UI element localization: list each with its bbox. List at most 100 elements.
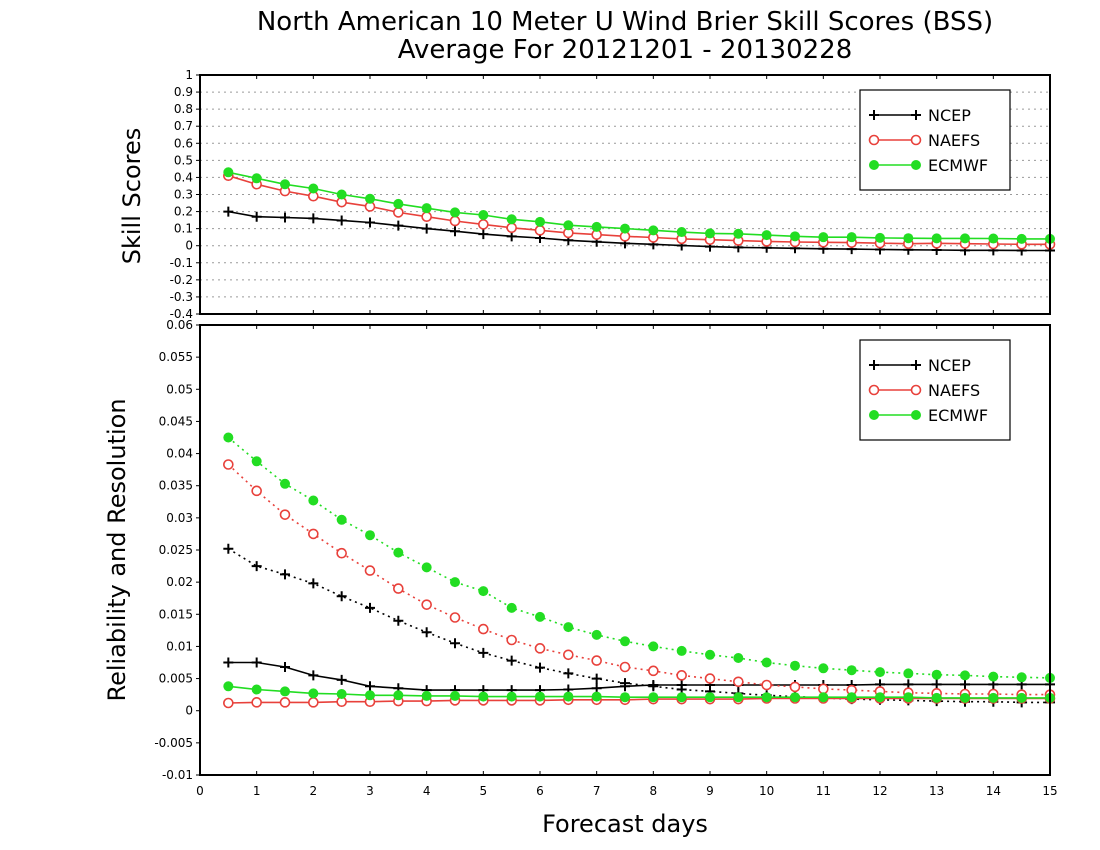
x-tick-label: 10 <box>759 784 774 798</box>
x-tick-label: 4 <box>423 784 431 798</box>
data-point-ecmwf <box>648 641 659 652</box>
data-point-ecmwf <box>846 232 857 243</box>
series-line-ecmwf-dotted <box>227 436 1051 679</box>
chart-title: North American 10 Meter U Wind Brier Ski… <box>257 7 993 37</box>
skill-scores-panel: -0.4 -0.3 -0.2 -0.1 0 0.1 0.2 0.3 0.4 0.5 0.6 0.7 0.… <box>170 68 1056 321</box>
legend-label-ncep: NCEP <box>928 356 971 375</box>
data-point-ecmwf <box>761 230 772 241</box>
data-point-ecmwf <box>535 611 545 622</box>
data-point-ncep <box>563 668 574 679</box>
y-tick-label: 0.025 <box>159 543 193 557</box>
legend-marker-naefs <box>868 384 880 396</box>
data-point-ncep <box>251 211 262 222</box>
legend-marker-ecmwf <box>869 160 879 170</box>
data-point-ncep <box>393 615 404 626</box>
data-point-ecmwf <box>478 586 489 597</box>
data-point-naefs <box>506 222 517 234</box>
data-point-ecmwf <box>875 692 885 703</box>
data-point-ecmwf <box>931 669 942 680</box>
data-point-ecmwf <box>563 622 574 633</box>
data-point-ecmwf <box>223 681 234 692</box>
data-point-ecmwf <box>535 691 545 702</box>
data-point-ncep <box>336 591 347 602</box>
legend-label-ncep: NCEP <box>928 106 971 125</box>
data-point-ecmwf <box>450 690 460 701</box>
y-tick-label: 0.3 <box>174 188 193 202</box>
data-point-ecmwf <box>1016 672 1027 683</box>
y-tick-label: 0 <box>185 239 193 253</box>
data-point-naefs <box>251 485 262 497</box>
data-point-naefs <box>478 219 489 230</box>
data-point-ncep <box>365 602 375 613</box>
data-point-naefs <box>789 681 801 693</box>
x-tick-label: 9 <box>706 784 714 798</box>
y-tick-label: 0.7 <box>174 119 193 133</box>
y-tick-label: 0.1 <box>174 222 193 236</box>
data-point-ncep <box>393 220 404 231</box>
data-point-ecmwf <box>676 227 687 238</box>
data-point-ecmwf <box>648 225 659 236</box>
data-point-ecmwf <box>705 228 715 239</box>
data-point-naefs <box>279 509 291 520</box>
data-point-ecmwf <box>1016 233 1027 244</box>
data-point-ncep <box>251 657 262 668</box>
legend-marker-naefs <box>910 384 922 396</box>
data-point-ecmwf <box>251 173 262 184</box>
data-point-naefs <box>364 565 376 576</box>
x-tick-label: 15 <box>1042 784 1057 798</box>
data-point-ncep <box>280 212 290 223</box>
legend-label-naefs: NAEFS <box>928 131 980 150</box>
data-point-ecmwf <box>563 691 574 702</box>
x-axis-title: Forecast days <box>542 810 708 838</box>
data-point-ecmwf <box>591 629 602 640</box>
data-point-ncep <box>450 226 460 237</box>
y-tick-label: 0.045 <box>159 414 193 428</box>
y-tick-label: 0.015 <box>159 607 193 621</box>
data-point-ncep <box>506 655 517 666</box>
data-point-naefs <box>449 215 461 227</box>
data-point-ecmwf <box>251 456 262 467</box>
data-point-naefs <box>704 673 716 684</box>
plot-frame <box>199 74 1051 315</box>
legend-marker-ncep <box>869 110 879 120</box>
data-point-ecmwf <box>421 203 432 214</box>
data-point-ecmwf <box>846 692 857 703</box>
series-line-ncep-dotted <box>227 548 1050 704</box>
data-point-ncep <box>421 223 432 234</box>
data-point-ecmwf <box>818 663 829 674</box>
data-point-naefs <box>279 697 291 708</box>
data-point-ecmwf <box>790 660 800 671</box>
data-point-ncep <box>308 213 319 224</box>
data-point-ecmwf <box>790 231 800 242</box>
series-line-naefs <box>228 697 1050 704</box>
data-point-ecmwf <box>620 223 630 234</box>
legend-marker-naefs <box>868 134 880 146</box>
data-point-ecmwf <box>705 649 715 660</box>
data-point-ecmwf <box>846 665 857 676</box>
data-point-ecmwf <box>733 653 744 663</box>
x-tick-label: 8 <box>650 784 658 798</box>
y-tick-label: 0.8 <box>174 102 193 116</box>
series-line-ecmwf <box>228 685 1050 699</box>
x-tick-label: 6 <box>536 784 544 798</box>
data-point-ncep <box>223 543 234 554</box>
data-point-ncep <box>280 662 290 672</box>
data-point-ncep <box>960 679 970 690</box>
data-point-naefs <box>506 634 517 646</box>
y-tick-label: 0 <box>185 704 193 718</box>
data-point-ecmwf <box>591 691 602 702</box>
x-tick-label: 12 <box>872 784 887 798</box>
data-point-ncep <box>365 681 375 692</box>
data-point-ecmwf <box>336 689 347 699</box>
x-tick-label: 0 <box>196 784 204 798</box>
data-point-ncep <box>280 569 290 580</box>
data-point-naefs <box>223 697 234 709</box>
data-point-ecmwf <box>393 690 404 701</box>
y-tick-label: 0.04 <box>166 447 193 461</box>
data-point-ecmwf <box>903 668 914 679</box>
data-point-ecmwf <box>280 686 290 697</box>
data-point-ncep <box>450 638 460 649</box>
x-tick-label: 1 <box>253 784 261 798</box>
data-point-naefs <box>534 643 546 654</box>
data-point-ecmwf <box>478 691 489 702</box>
